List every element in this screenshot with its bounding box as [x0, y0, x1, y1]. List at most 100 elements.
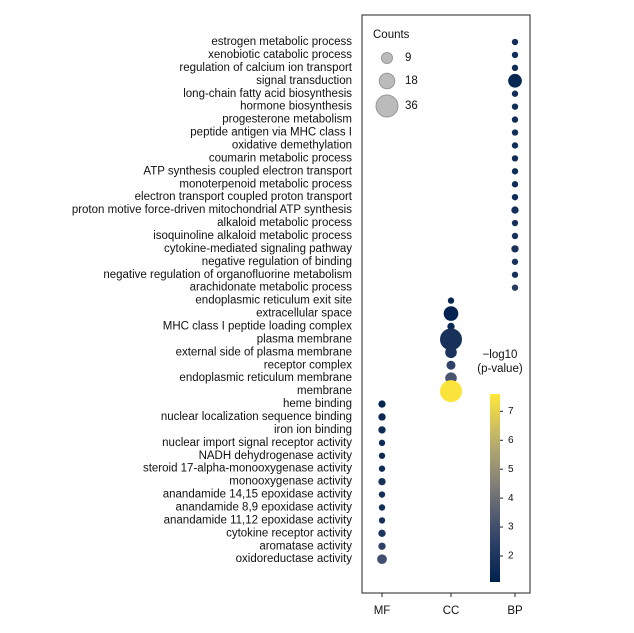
colorbar-tick-label: 3: [508, 522, 514, 533]
y-tick-label: monooxygenase activity: [229, 476, 352, 488]
y-tick-label: NADH dehydrogenase activity: [199, 450, 353, 462]
y-tick-label: aromatase activity: [259, 540, 352, 552]
y-tick-label: nuclear import signal receptor activity: [162, 437, 352, 449]
bubble: [511, 193, 519, 201]
bubble: [511, 142, 519, 149]
x-tick-label: BP: [507, 605, 523, 617]
y-tick-label: external side of plasma membrane: [176, 346, 352, 358]
bubble: [511, 219, 519, 227]
bubble: [511, 129, 519, 136]
y-tick-label: membrane: [297, 385, 352, 397]
y-tick-label: signal transduction: [256, 75, 352, 87]
bubble: [511, 51, 519, 59]
y-tick-label: receptor complex: [264, 359, 352, 371]
bubble: [511, 90, 519, 97]
y-tick-label: cytokine-mediated signaling pathway: [164, 243, 352, 255]
bubble: [378, 517, 386, 524]
y-tick-label: isoquinoline alkaloid metabolic process: [153, 230, 352, 242]
size-legend-label: 9: [405, 52, 411, 64]
bubble: [378, 439, 386, 447]
y-tick-label: electron transport coupled proton transp…: [135, 191, 353, 203]
y-tick-label: estrogen metabolic process: [211, 36, 352, 48]
bubble: [447, 322, 455, 331]
colorbar: [490, 394, 500, 582]
colorbar-title: −log10: [483, 349, 518, 361]
bubble: [440, 380, 462, 403]
bubble: [511, 38, 519, 46]
y-tick-label: xenobiotic catabolic process: [208, 49, 352, 61]
size-legend-marker: [381, 52, 393, 64]
bubble: [511, 232, 519, 240]
bubble: [508, 73, 522, 88]
y-tick-label: regulation of calcium ion transport: [179, 62, 352, 74]
size-legend-label: 18: [405, 75, 418, 87]
y-tick-label: long-chain fatty acid biosynthesis: [183, 88, 352, 100]
bubble: [378, 465, 386, 472]
bubble: [511, 245, 519, 253]
y-tick-label: coumarin metabolic process: [209, 152, 352, 164]
bubble: [511, 284, 519, 291]
y-tick-label: MHC class I peptide loading complex: [163, 320, 352, 332]
y-tick-label: anandamide 11,12 epoxidase activity: [164, 514, 353, 526]
bubble: [445, 346, 457, 359]
y-tick-label: negative regulation of binding: [202, 256, 352, 268]
x-tick-label: MF: [374, 605, 391, 617]
bubble: [378, 504, 386, 511]
bubble: [378, 452, 386, 459]
size-legend-label: 36: [405, 100, 418, 112]
bubble: [511, 181, 519, 188]
y-tick-label: monoterpenoid metabolic process: [179, 178, 352, 190]
bubble: [447, 297, 455, 304]
colorbar-tick-label: 7: [508, 406, 514, 417]
x-tick-label: CC: [443, 605, 460, 617]
y-tick-label: endoplasmic reticulum membrane: [179, 372, 352, 384]
y-tick-label: iron ion binding: [274, 424, 352, 436]
y-tick-label: endoplasmic reticulum exit site: [195, 295, 352, 307]
y-tick-label: anandamide 8,9 epoxidase activity: [176, 502, 353, 514]
y-tick-label: nuclear localization sequence binding: [161, 411, 352, 423]
bubble: [511, 155, 519, 162]
bubble: [378, 400, 386, 408]
bubble: [443, 306, 459, 321]
colorbar-tick-label: 6: [508, 435, 514, 446]
y-tick-label: peptide antigen via MHC class I: [190, 127, 352, 139]
colorbar-title: (p-value): [477, 363, 523, 375]
bubble: [511, 64, 519, 72]
y-tick-label: proton motive force-driven mitochondrial…: [72, 204, 352, 216]
bubble: [511, 206, 519, 214]
y-tick-label: arachidonate metabolic process: [190, 282, 353, 294]
size-legend-marker: [375, 94, 399, 118]
y-tick-label: ATP synthesis coupled electron transport: [143, 165, 352, 177]
y-tick-label: negative regulation of organofluorine me…: [103, 269, 352, 281]
y-tick-label: oxidative demethylation: [232, 139, 352, 151]
colorbar-tick-label: 2: [508, 551, 514, 562]
colorbar-tick-label: 4: [508, 493, 514, 504]
bubble: [511, 258, 519, 265]
y-tick-label: steroid 17-alpha-monooxygenase activity: [143, 463, 352, 475]
size-legend-marker: [378, 72, 396, 90]
y-tick-label: cytokine receptor activity: [226, 527, 352, 539]
y-tick-label: heme binding: [283, 398, 352, 410]
bubble: [377, 554, 387, 565]
y-tick-label: plasma membrane: [257, 333, 352, 345]
bubble: [378, 477, 386, 486]
y-tick-label: progesterone metabolism: [222, 114, 352, 126]
y-tick-label: oxidoreductase activity: [236, 553, 353, 565]
bubble: [511, 168, 519, 175]
bubble: [440, 328, 462, 351]
colorbar-tick-label: 5: [508, 464, 514, 475]
bubble: [511, 116, 519, 123]
bubble: [378, 491, 386, 498]
bubble: [378, 413, 386, 421]
y-tick-label: hormone biosynthesis: [240, 101, 352, 113]
bubble: [511, 271, 519, 278]
y-tick-label: extracellular space: [256, 308, 352, 320]
bubble: [378, 542, 386, 550]
bubble: [511, 103, 519, 110]
plot-frame: [361, 14, 531, 594]
y-tick-label: alkaloid metabolic process: [217, 217, 352, 229]
y-tick-label: anandamide 14,15 epoxidase activity: [163, 489, 352, 501]
size-legend-title: Counts: [373, 29, 410, 41]
bubble: [378, 426, 386, 434]
